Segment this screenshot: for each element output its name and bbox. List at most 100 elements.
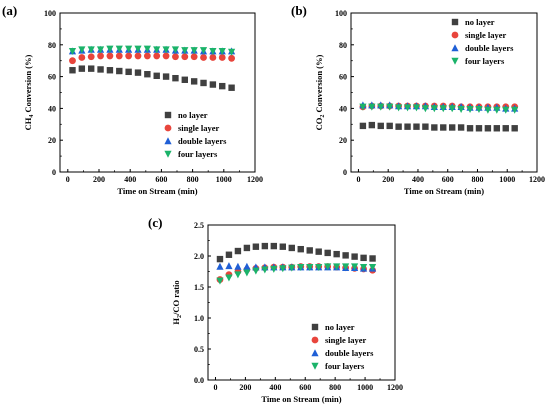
data-point bbox=[125, 68, 132, 76]
y-tick-label: 20 bbox=[48, 136, 56, 145]
data-point bbox=[511, 106, 519, 114]
y-tick-label: 1.0 bbox=[194, 314, 204, 323]
legend-label: double layers bbox=[178, 136, 227, 146]
data-point bbox=[279, 243, 286, 250]
data-point bbox=[315, 263, 323, 271]
y-tick-label: 40 bbox=[48, 104, 56, 113]
data-point bbox=[125, 52, 133, 60]
data-point bbox=[368, 263, 377, 271]
data-point bbox=[78, 65, 86, 72]
x-tick-label: 600 bbox=[442, 175, 454, 184]
series-no-layer bbox=[216, 242, 376, 263]
series-four-layers bbox=[359, 103, 519, 114]
y-axis-label: CO2 Conversion (%) bbox=[314, 54, 326, 130]
data-point bbox=[359, 103, 367, 111]
data-point bbox=[181, 76, 188, 83]
x-tick-label: 800 bbox=[471, 175, 483, 184]
data-point bbox=[225, 251, 233, 258]
y-tick-label: 2.5 bbox=[194, 221, 204, 230]
x-tick-label: 200 bbox=[93, 175, 105, 184]
data-point bbox=[97, 66, 104, 73]
data-point bbox=[234, 271, 242, 279]
legend-marker bbox=[311, 362, 319, 370]
legend-marker bbox=[451, 31, 459, 39]
data-point bbox=[216, 277, 224, 285]
data-point bbox=[209, 54, 217, 61]
x-tick-label: 1000 bbox=[499, 175, 515, 184]
data-point bbox=[153, 46, 161, 54]
series-no-layer bbox=[359, 121, 518, 132]
x-tick-label: 1200 bbox=[247, 175, 263, 184]
data-point bbox=[234, 262, 242, 270]
data-point bbox=[475, 125, 483, 132]
y-axis-label: H2/CO ratio bbox=[171, 280, 183, 324]
data-point bbox=[324, 249, 331, 257]
y-tick-label: 0 bbox=[52, 168, 56, 177]
data-point bbox=[181, 53, 189, 61]
plot-frame bbox=[59, 12, 256, 173]
legend-marker bbox=[451, 18, 459, 26]
data-point bbox=[333, 263, 341, 271]
data-point bbox=[351, 253, 358, 260]
data-point bbox=[115, 45, 123, 53]
data-point bbox=[78, 54, 86, 61]
y-tick-label: 20 bbox=[339, 136, 347, 145]
legend-label: single layer bbox=[325, 335, 367, 345]
legend-marker bbox=[164, 111, 172, 119]
data-point bbox=[359, 122, 367, 130]
y-tick-label: 0.0 bbox=[194, 376, 204, 385]
legend-label: four layers bbox=[178, 149, 218, 159]
data-point bbox=[484, 125, 492, 132]
data-point bbox=[261, 242, 269, 250]
data-point bbox=[395, 104, 403, 112]
data-point bbox=[421, 105, 429, 113]
x-tick-label: 400 bbox=[412, 175, 424, 184]
data-point bbox=[234, 247, 242, 255]
data-point bbox=[143, 52, 151, 60]
legend-label: four layers bbox=[465, 56, 505, 66]
data-point bbox=[368, 103, 376, 111]
y-tick-label: 100 bbox=[335, 9, 347, 18]
y-tick-label: 0 bbox=[343, 168, 347, 177]
legend-marker bbox=[451, 44, 459, 52]
data-point bbox=[200, 79, 207, 87]
data-point bbox=[279, 265, 287, 273]
x-tick-label: 800 bbox=[187, 175, 199, 184]
data-point bbox=[297, 245, 304, 253]
x-tick-label: 1200 bbox=[529, 175, 545, 184]
data-point bbox=[386, 122, 393, 130]
y-tick-label: 2.0 bbox=[194, 252, 204, 261]
x-tick-label: 1000 bbox=[357, 383, 373, 392]
data-point bbox=[228, 84, 235, 91]
data-point bbox=[97, 52, 104, 60]
x-axis-label: Time on Stream (min) bbox=[404, 186, 484, 196]
data-point bbox=[511, 125, 518, 132]
legend: no layer single layer double layers four la… bbox=[164, 110, 227, 159]
legend-label: double layers bbox=[465, 43, 514, 53]
x-tick-label: 1200 bbox=[387, 383, 403, 392]
data-point bbox=[106, 67, 114, 74]
legend-label: no layer bbox=[465, 17, 495, 27]
data-point bbox=[412, 104, 421, 112]
data-point bbox=[386, 103, 394, 111]
data-point bbox=[69, 67, 76, 74]
data-point bbox=[115, 52, 123, 60]
legend-label: single layer bbox=[465, 30, 507, 40]
legend-label: no layer bbox=[178, 110, 208, 120]
legend-marker bbox=[164, 124, 172, 132]
data-point bbox=[288, 264, 296, 272]
data-point bbox=[457, 105, 465, 113]
chart-panel-3: (c) 0 200 400 600 800 1000 1200 0.0 0.5 1.0 1.5 2.0 2… bbox=[148, 215, 403, 404]
data-point bbox=[439, 105, 447, 113]
data-point bbox=[297, 263, 305, 271]
data-point bbox=[457, 124, 465, 131]
data-point bbox=[162, 46, 170, 54]
x-tick-label: 400 bbox=[269, 383, 281, 392]
data-point bbox=[69, 57, 76, 65]
data-point bbox=[106, 52, 114, 60]
legend: no layer single layer double layers four la… bbox=[451, 17, 514, 66]
data-point bbox=[466, 125, 474, 132]
y-axis-label: CH4 Conversion (%) bbox=[23, 54, 35, 130]
data-point bbox=[216, 255, 224, 263]
data-point bbox=[125, 45, 133, 53]
